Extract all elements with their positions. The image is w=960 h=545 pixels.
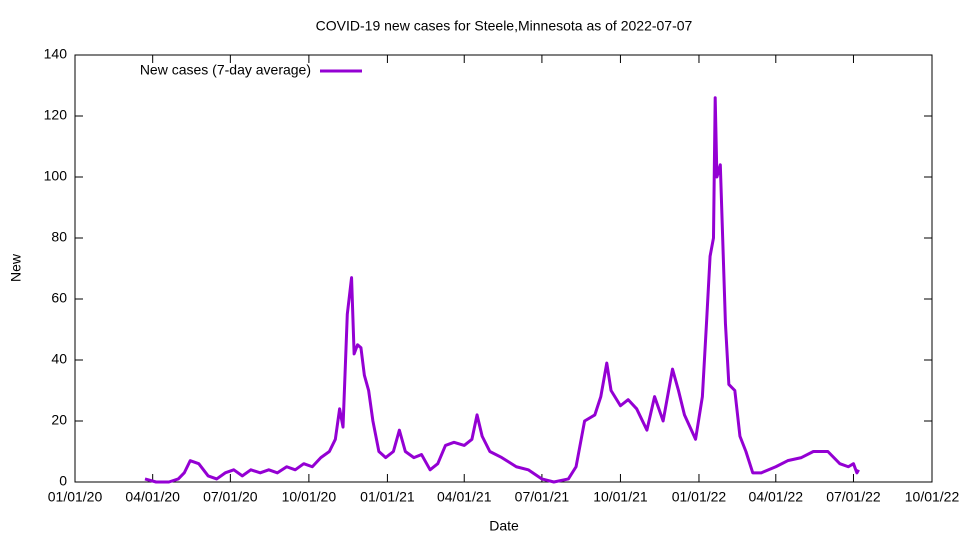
x-tick-label: 10/01/22 <box>905 489 960 505</box>
x-tick-label: 04/01/20 <box>125 489 180 505</box>
x-tick-label: 10/01/20 <box>282 489 337 505</box>
y-tick-label: 0 <box>59 473 67 489</box>
y-tick-label: 100 <box>44 168 68 184</box>
x-tick-label: 04/01/21 <box>437 489 492 505</box>
y-tick-label: 60 <box>51 290 67 306</box>
x-tick-label: 01/01/22 <box>672 489 727 505</box>
y-tick-label: 120 <box>44 107 68 123</box>
x-axis-label: Date <box>489 518 519 534</box>
y-tick-label: 40 <box>51 351 67 367</box>
y-tick-label: 20 <box>51 412 67 428</box>
data-line <box>144 96 860 484</box>
x-tick-label: 04/01/22 <box>749 489 804 505</box>
x-tick-label: 07/01/22 <box>826 489 881 505</box>
chart-title: COVID-19 new cases for Steele,Minnesota … <box>316 18 693 34</box>
y-axis-label: New <box>8 253 24 282</box>
y-tick-label: 140 <box>44 46 68 62</box>
x-tick-label: 01/01/21 <box>360 489 415 505</box>
legend-label: New cases (7-day average) <box>140 62 311 78</box>
x-tick-label: 10/01/21 <box>593 489 648 505</box>
plot-frame <box>74 54 933 483</box>
x-tick-label: 07/01/21 <box>515 489 570 505</box>
x-tick-label: 07/01/20 <box>203 489 258 505</box>
y-tick-label: 80 <box>51 229 67 245</box>
x-tick-label: 01/01/20 <box>48 489 103 505</box>
